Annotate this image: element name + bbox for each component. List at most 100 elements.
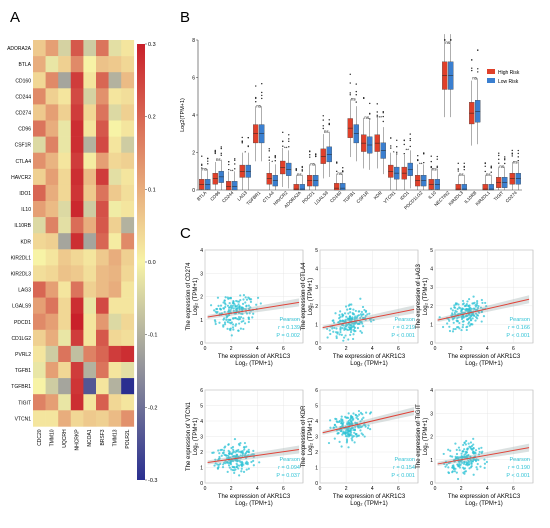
heatmap-cell — [70, 201, 84, 218]
heatmap-cell — [58, 104, 72, 121]
scatter-point — [249, 306, 252, 309]
scatter-point — [468, 298, 471, 301]
boxplot-outlier — [301, 165, 303, 168]
scatter-point — [369, 428, 372, 431]
scatter-point — [226, 470, 229, 474]
heatmap-col-label: TMM13 — [112, 429, 118, 446]
boxplot-outlier — [504, 162, 506, 165]
scatter-point — [252, 459, 255, 462]
scatter-point — [214, 462, 217, 465]
colorbar-tick-label: 0.2 — [148, 115, 156, 121]
boxplot-signif-label: ** — [419, 162, 423, 167]
boxplot-outlier — [463, 165, 465, 168]
scatter-point — [331, 319, 334, 322]
scatter-point — [346, 429, 349, 432]
scatter-point — [347, 446, 350, 449]
scatter-point — [355, 316, 359, 319]
heatmap-cell — [108, 72, 122, 89]
scatter-point — [244, 301, 247, 304]
heatmap-cell — [121, 378, 135, 395]
scatter-point — [362, 317, 365, 320]
heatmap-row-label: IL10 — [21, 207, 31, 213]
scatter-point — [338, 333, 341, 336]
scatter-subplot: 0 1 2 3 4 0 2 4 6 Pearson r = 0.190 P < 0.001 The ex… — [416, 388, 534, 507]
scatter-point — [455, 452, 459, 456]
boxplot-outlier — [261, 91, 263, 94]
scatter-point — [228, 321, 231, 324]
boxplot-outlier — [430, 165, 432, 168]
scatter-point — [474, 319, 477, 322]
scatter-point — [460, 461, 464, 464]
scatter-point — [359, 313, 363, 316]
scatter-point — [338, 313, 341, 317]
boxplot-outlier — [369, 118, 371, 120]
scatter-y-label: The expression of VTCN1 — [186, 401, 192, 471]
scatter-point — [483, 458, 486, 461]
scatter-point — [252, 453, 255, 456]
heatmap-cell — [45, 40, 59, 57]
heatmap-cell — [83, 378, 97, 395]
heatmap-cell — [58, 136, 72, 153]
boxplot-outlier — [234, 168, 236, 170]
boxplot-outlier — [396, 145, 398, 148]
scatter-x-tick-label: 2 — [345, 486, 348, 492]
heatmap-row-label: ADORA2A — [7, 46, 32, 52]
boxplot-outlier — [430, 160, 432, 163]
heatmap-cell — [121, 120, 135, 137]
heatmap-cell — [33, 249, 46, 266]
heatmap-cell — [83, 394, 97, 411]
boxplot-legend-swatch — [487, 78, 495, 83]
scatter-point — [350, 434, 353, 437]
scatter-point — [482, 315, 486, 318]
scatter-point — [476, 299, 479, 303]
scatter-y-tick-label: 0 — [200, 341, 203, 347]
scatter-point — [363, 435, 366, 438]
heatmap-cell — [121, 217, 135, 234]
heatmap-cell — [70, 88, 84, 105]
scatter-point — [232, 302, 235, 305]
boxplot-outlier — [201, 155, 203, 157]
boxplot-signif-label: ns — [324, 129, 330, 134]
heatmap-cell — [108, 362, 122, 379]
heatmap-cell — [96, 249, 109, 266]
colorbar-tick-label: 0.1 — [148, 187, 156, 193]
boxplot-outlier — [498, 158, 500, 161]
scatter-point — [340, 430, 343, 433]
heatmap-cell — [121, 281, 135, 298]
scatter-point — [228, 450, 231, 454]
boxplot-box — [482, 184, 488, 191]
scatter-point — [477, 458, 480, 462]
scatter-point — [357, 314, 361, 317]
scatter-point — [239, 327, 242, 330]
heatmap-cell — [70, 152, 84, 170]
scatter-point — [341, 327, 344, 330]
boxplot-outlier — [409, 137, 411, 140]
boxplot-signif-label: ns — [445, 40, 451, 45]
boxplot-outlier — [255, 97, 257, 100]
heatmap-cell — [58, 40, 72, 57]
heatmap-cell — [45, 313, 59, 331]
boxplot-outlier — [409, 133, 411, 135]
scatter-point — [238, 317, 242, 320]
scatter-y-tick-label: 3 — [200, 271, 203, 277]
boxplot-outlier — [471, 59, 473, 61]
scatter-point — [336, 332, 339, 335]
boxplot-signif-label: * — [271, 159, 273, 164]
scatter-point — [474, 452, 477, 455]
scatter-point — [228, 302, 231, 305]
scatter-point — [241, 451, 244, 454]
scatter-point — [449, 307, 453, 310]
scatter-point — [458, 321, 461, 325]
boxplot-outlier — [309, 156, 311, 158]
scatter-point — [452, 465, 455, 468]
heatmap-cell — [58, 297, 72, 314]
scatter-p-label: P = 0.037 — [276, 473, 300, 479]
boxplot-outlier — [201, 167, 203, 169]
heatmap-cell — [108, 168, 122, 186]
scatter-point — [353, 428, 357, 431]
boxplot-box — [299, 184, 305, 191]
scatter-point — [473, 307, 476, 310]
boxplot-signif-label: ns — [486, 172, 492, 177]
heatmap-cell — [70, 378, 84, 395]
